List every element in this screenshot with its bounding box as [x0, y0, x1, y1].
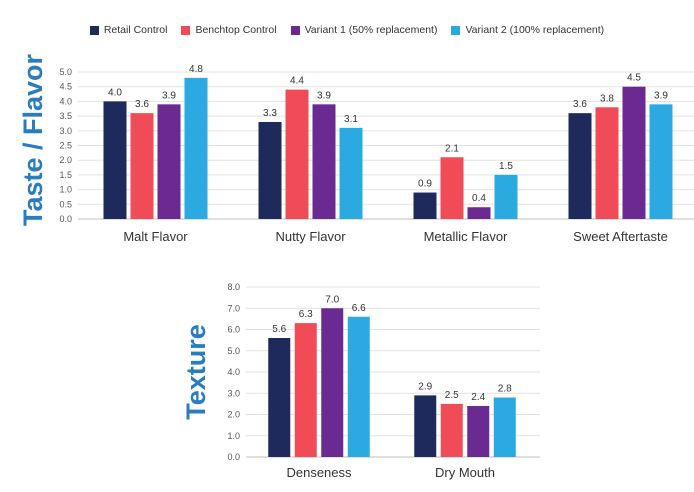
y-tick-label: 3.0 [227, 388, 240, 398]
bar [312, 104, 336, 219]
legend-item: Benchtop Control [181, 24, 277, 36]
bar [268, 338, 291, 457]
bar [184, 77, 208, 219]
bar [130, 113, 154, 219]
bar [157, 104, 181, 219]
bar [440, 403, 463, 457]
category-label: Sweet Aftertaste [573, 229, 668, 244]
y-tick-label: 1.0 [59, 185, 72, 195]
y-tick-label: 5.0 [227, 346, 240, 356]
y-tick-label: 3.5 [59, 111, 72, 121]
bar [258, 121, 282, 219]
y-tick-label: 2.5 [59, 141, 72, 151]
legend-swatch [181, 25, 191, 35]
bar [294, 323, 317, 457]
category-label: Metallic Flavor [424, 229, 508, 244]
category-label: Denseness [286, 465, 352, 480]
legend-label: Variant 1 (50% replacement) [304, 24, 438, 36]
y-tick-label: 3.0 [59, 126, 72, 136]
bar [103, 101, 127, 219]
category-label: Nutty Flavor [275, 229, 346, 244]
bar [622, 86, 646, 219]
data-label: 3.9 [654, 90, 668, 101]
bar [649, 104, 673, 219]
legend-label: Retail Control [103, 24, 168, 36]
bar [321, 308, 344, 457]
y-tick-label: 7.0 [227, 303, 240, 313]
y-tick-label: 0.0 [227, 452, 240, 462]
data-label: 4.4 [290, 76, 304, 87]
y-tick-label: 5.0 [59, 67, 72, 77]
legend-item: Variant 1 (50% replacement) [290, 24, 438, 36]
bar [339, 127, 363, 219]
legend-item: Variant 2 (100% replacement) [451, 24, 604, 36]
bar [493, 397, 516, 457]
data-label: 2.9 [418, 381, 432, 392]
category-label: Malt Flavor [123, 229, 188, 244]
y-tick-label: 1.0 [227, 431, 240, 441]
bar [347, 316, 370, 457]
legend-label: Variant 2 (100% replacement) [465, 24, 605, 36]
category-label: Dry Mouth [435, 465, 495, 480]
data-label: 6.3 [299, 309, 313, 320]
y-tick-label: 0.5 [59, 199, 72, 209]
y-tick-label: 6.0 [227, 325, 240, 335]
data-label: 2.5 [445, 390, 459, 401]
data-label: 3.6 [135, 99, 149, 110]
y-tick-label: 0.0 [59, 214, 72, 224]
bar [440, 157, 464, 219]
bar [285, 89, 309, 219]
data-label: 3.8 [600, 93, 614, 104]
data-label: 4.5 [627, 73, 641, 84]
chart-legend: Retail Control Benchtop Control Variant 1 … [0, 22, 694, 38]
legend-swatch [89, 25, 99, 35]
bar [494, 174, 518, 219]
data-label: 3.9 [317, 90, 331, 101]
y-tick-label: 2.0 [227, 410, 240, 420]
data-label: 4.8 [189, 64, 203, 75]
y-tick-label: 1.5 [59, 170, 72, 180]
bar [413, 192, 437, 219]
data-label: 3.3 [263, 108, 277, 119]
legend-swatch [451, 25, 461, 35]
data-label: 5.6 [272, 324, 286, 335]
data-label: 0.4 [472, 193, 486, 204]
y-tick-label: 8.0 [227, 282, 240, 292]
bar [595, 107, 619, 219]
data-label: 4.0 [108, 87, 122, 98]
y-tick-label: 4.0 [59, 96, 72, 106]
bar [467, 406, 490, 457]
data-label: 3.9 [162, 90, 176, 101]
legend-swatch [290, 25, 300, 35]
data-label: 3.6 [573, 99, 587, 110]
y-tick-label: 2.0 [59, 155, 72, 165]
data-label: 6.6 [352, 303, 366, 314]
legend-item: Retail Control [89, 24, 168, 36]
y-tick-label: 4.0 [227, 367, 240, 377]
data-label: 1.5 [499, 161, 513, 172]
data-label: 2.8 [498, 384, 512, 395]
bar [414, 395, 437, 457]
data-label: 0.9 [418, 179, 432, 190]
y-tick-label: 4.5 [59, 82, 72, 92]
bar [568, 113, 592, 219]
legend-label: Benchtop Control [195, 24, 277, 36]
data-label: 7.0 [325, 294, 339, 305]
data-label: 2.1 [445, 143, 459, 154]
bar [467, 207, 491, 219]
data-label: 2.4 [471, 392, 485, 403]
data-label: 3.1 [344, 114, 358, 125]
